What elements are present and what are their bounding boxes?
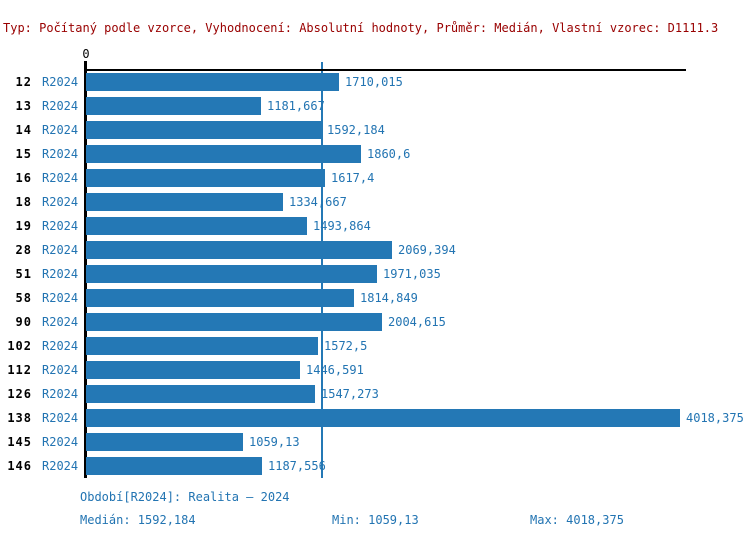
bar-value-label: 1572,5 (324, 339, 368, 353)
chart-row: 90 R2024 2004,615 (0, 310, 750, 334)
row-category-label: 28 (15, 243, 32, 257)
row-series-label: R2024 (42, 339, 79, 353)
row-category-label: 13 (15, 99, 32, 113)
chart-row: 126 R2024 1547,273 (0, 382, 750, 406)
chart-row: 19 R2024 1493,864 (0, 214, 750, 238)
chart-row: 15 R2024 1860,6 (0, 142, 750, 166)
row-series-label: R2024 (42, 243, 79, 257)
chart-row: 18 R2024 1334,667 (0, 190, 750, 214)
bar[interactable] (86, 73, 339, 91)
bar-value-label: 1592,184 (327, 123, 385, 137)
row-series-label: R2024 (42, 195, 79, 209)
bar-value-label: 1710,015 (345, 75, 403, 89)
row-category-label: 145 (7, 435, 32, 449)
median-axis-tick (321, 62, 323, 69)
chart-row: 102 R2024 1572,5 (0, 334, 750, 358)
bar-value-label: 2069,394 (398, 243, 456, 257)
row-category-label: 12 (15, 75, 32, 89)
row-category-label: 18 (15, 195, 32, 209)
bar[interactable] (86, 145, 361, 163)
bar-value-label: 1334,667 (289, 195, 347, 209)
bar-value-label: 1814,849 (360, 291, 418, 305)
bar[interactable] (86, 121, 321, 139)
row-series-label: R2024 (42, 363, 79, 377)
row-series-label: R2024 (42, 75, 79, 89)
bar[interactable] (86, 265, 377, 283)
chart-row: 138 R2024 4018,375 (0, 406, 750, 430)
row-category-label: 19 (15, 219, 32, 233)
bar-value-label: 1181,667 (267, 99, 325, 113)
chart-row: 12 R2024 1710,015 (0, 70, 750, 94)
chart-row: 13 R2024 1181,667 (0, 94, 750, 118)
row-category-label: 15 (15, 147, 32, 161)
chart-row: 112 R2024 1446,591 (0, 358, 750, 382)
row-category-label: 102 (7, 339, 32, 353)
bar[interactable] (86, 169, 325, 187)
chart-row: 16 R2024 1617,4 (0, 166, 750, 190)
bar-value-label: 1059,13 (249, 435, 300, 449)
row-series-label: R2024 (42, 315, 79, 329)
footer-max-label: Max: 4018,375 (530, 513, 624, 527)
row-category-label: 138 (7, 411, 32, 425)
row-series-label: R2024 (42, 267, 79, 281)
bar-value-label: 1860,6 (367, 147, 411, 161)
chart-row: 14 R2024 1592,184 (0, 118, 750, 142)
bar-value-label: 1547,273 (321, 387, 379, 401)
row-category-label: 112 (7, 363, 32, 377)
row-category-label: 51 (15, 267, 32, 281)
row-series-label: R2024 (42, 123, 79, 137)
bar-value-label: 1971,035 (383, 267, 441, 281)
row-category-label: 126 (7, 387, 32, 401)
bar[interactable] (86, 337, 318, 355)
bar[interactable] (86, 409, 680, 427)
row-series-label: R2024 (42, 219, 79, 233)
row-category-label: 58 (15, 291, 32, 305)
bar[interactable] (86, 361, 300, 379)
bar-value-label: 1187,556 (268, 459, 326, 473)
chart-row: 28 R2024 2069,394 (0, 238, 750, 262)
row-series-label: R2024 (42, 459, 79, 473)
row-series-label: R2024 (42, 387, 79, 401)
y-axis-line (84, 61, 87, 478)
bar[interactable] (86, 97, 261, 115)
x-axis-line (85, 69, 686, 71)
bar[interactable] (86, 217, 307, 235)
row-series-label: R2024 (42, 171, 79, 185)
chart-row: 58 R2024 1814,849 (0, 286, 750, 310)
chart-row: 145 R2024 1059,13 (0, 430, 750, 454)
row-category-label: 90 (15, 315, 32, 329)
row-series-label: R2024 (42, 147, 79, 161)
bar-value-label: 1446,591 (306, 363, 364, 377)
bar[interactable] (86, 241, 392, 259)
bar[interactable] (86, 385, 315, 403)
footer-median-label: Medián: 1592,184 (80, 513, 196, 527)
row-series-label: R2024 (42, 291, 79, 305)
bar[interactable] (86, 433, 243, 451)
bar-value-label: 2004,615 (388, 315, 446, 329)
x-axis-zero-label: 0 (82, 47, 90, 61)
report-header-text: Typ: Počítaný podle vzorce, Vyhodnocení:… (3, 21, 719, 35)
bar[interactable] (86, 193, 283, 211)
row-series-label: R2024 (42, 411, 79, 425)
chart-row: 146 R2024 1187,556 (0, 454, 750, 478)
row-category-label: 14 (15, 123, 32, 137)
bar-value-label: 1493,864 (313, 219, 371, 233)
chart-row: 51 R2024 1971,035 (0, 262, 750, 286)
row-series-label: R2024 (42, 99, 79, 113)
row-series-label: R2024 (42, 435, 79, 449)
bar-value-label: 1617,4 (331, 171, 375, 185)
row-category-label: 146 (7, 459, 32, 473)
bar[interactable] (86, 289, 354, 307)
chart-rows: 12 R2024 1710,015 13 R2024 1181,667 14 R… (0, 70, 750, 478)
footer-min-label: Min: 1059,13 (332, 513, 419, 527)
bar-value-label: 4018,375 (686, 411, 744, 425)
footer-period-label: Období[R2024]: Realita – 2024 (80, 490, 290, 504)
row-category-label: 16 (15, 171, 32, 185)
bar[interactable] (86, 457, 262, 475)
bar[interactable] (86, 313, 382, 331)
